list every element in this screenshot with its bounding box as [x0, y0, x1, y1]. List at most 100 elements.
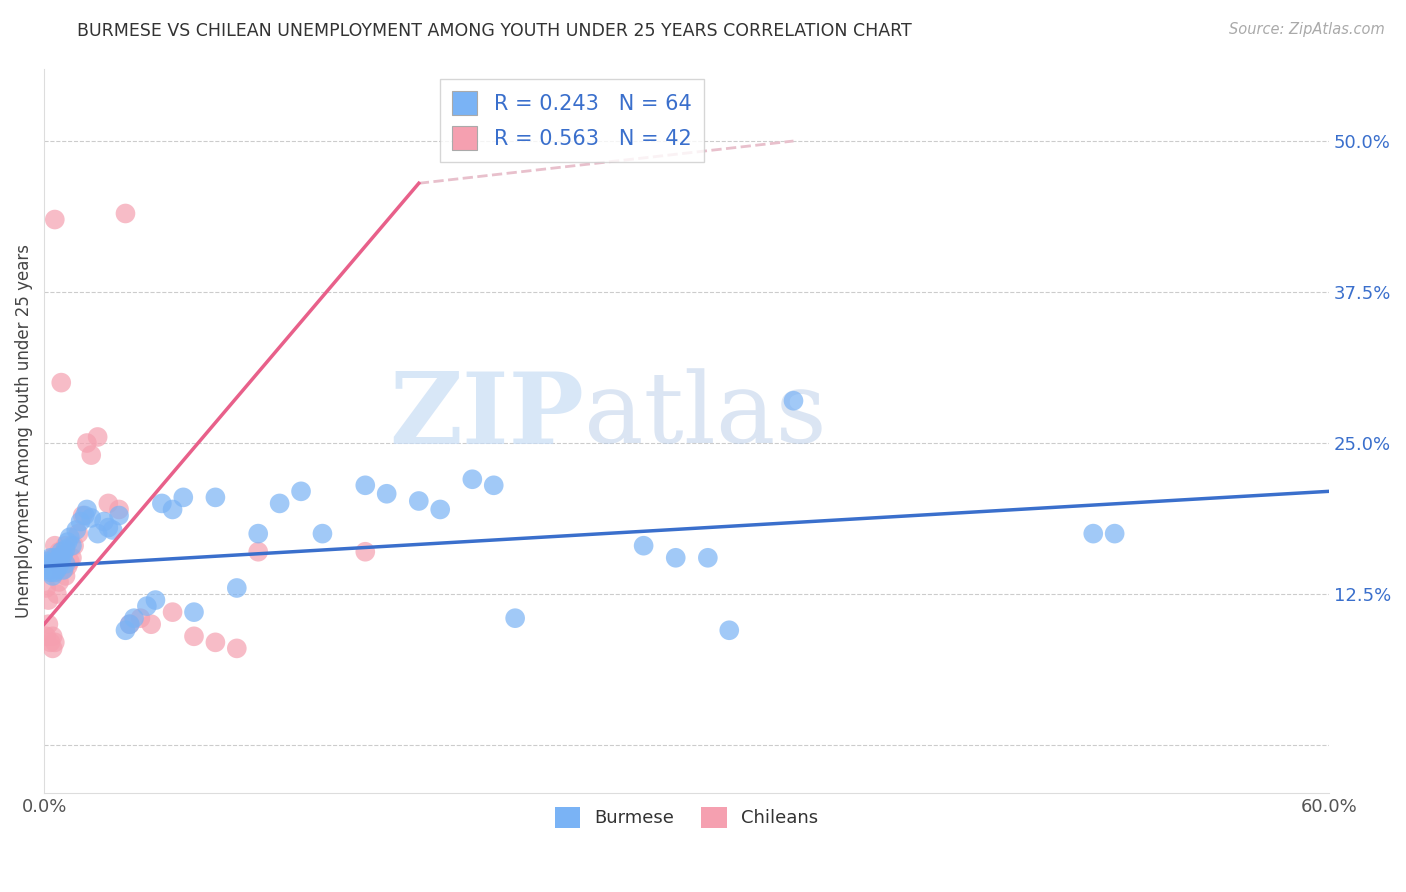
- Point: [118, 617, 141, 632]
- Point: [37, 617, 59, 632]
- Legend: Burmese, Chileans: Burmese, Chileans: [547, 800, 825, 835]
- Text: ZIP: ZIP: [389, 368, 583, 465]
- Point: [482, 478, 505, 492]
- Point: [101, 523, 124, 537]
- Point: [162, 605, 184, 619]
- Point: [97, 496, 120, 510]
- Point: [80, 511, 103, 525]
- Point: [41, 550, 63, 565]
- Point: [429, 502, 451, 516]
- Point: [44, 635, 66, 649]
- Point: [56, 535, 79, 549]
- Point: [225, 641, 247, 656]
- Text: Source: ZipAtlas.com: Source: ZipAtlas.com: [1229, 22, 1385, 37]
- Point: [1083, 526, 1105, 541]
- Point: [44, 566, 66, 580]
- Point: [172, 491, 194, 505]
- Point: [1104, 526, 1126, 541]
- Point: [65, 523, 87, 537]
- Point: [665, 550, 688, 565]
- Point: [63, 539, 86, 553]
- Point: [52, 547, 75, 561]
- Point: [41, 629, 63, 643]
- Point: [44, 550, 66, 565]
- Point: [97, 520, 120, 534]
- Point: [247, 526, 270, 541]
- Point: [204, 635, 226, 649]
- Point: [55, 569, 77, 583]
- Point: [48, 550, 70, 565]
- Point: [44, 212, 66, 227]
- Point: [52, 563, 75, 577]
- Point: [35, 554, 58, 568]
- Point: [46, 563, 69, 577]
- Point: [114, 206, 136, 220]
- Text: atlas: atlas: [583, 368, 827, 465]
- Point: [408, 494, 430, 508]
- Point: [39, 559, 62, 574]
- Point: [55, 557, 77, 571]
- Point: [46, 587, 69, 601]
- Point: [225, 581, 247, 595]
- Point: [183, 629, 205, 643]
- Point: [162, 502, 184, 516]
- Point: [48, 574, 70, 589]
- Point: [86, 430, 108, 444]
- Point: [52, 563, 75, 577]
- Point: [48, 559, 70, 574]
- Point: [41, 569, 63, 583]
- Point: [354, 478, 377, 492]
- Point: [150, 496, 173, 510]
- Point: [41, 563, 63, 577]
- Point: [39, 550, 62, 565]
- Point: [37, 593, 59, 607]
- Point: [718, 624, 741, 638]
- Point: [41, 641, 63, 656]
- Point: [183, 605, 205, 619]
- Point: [37, 557, 59, 571]
- Point: [59, 554, 82, 568]
- Point: [56, 559, 79, 574]
- Point: [67, 526, 90, 541]
- Point: [311, 526, 333, 541]
- Point: [122, 611, 145, 625]
- Point: [93, 515, 115, 529]
- Point: [76, 436, 98, 450]
- Point: [108, 502, 131, 516]
- Point: [461, 472, 484, 486]
- Point: [59, 530, 82, 544]
- Point: [73, 508, 96, 523]
- Point: [135, 599, 157, 613]
- Point: [51, 554, 73, 568]
- Point: [204, 491, 226, 505]
- Point: [51, 545, 73, 559]
- Point: [72, 508, 94, 523]
- Text: BURMESE VS CHILEAN UNEMPLOYMENT AMONG YOUTH UNDER 25 YEARS CORRELATION CHART: BURMESE VS CHILEAN UNEMPLOYMENT AMONG YO…: [77, 22, 912, 40]
- Point: [247, 545, 270, 559]
- Point: [55, 539, 77, 553]
- Point: [375, 487, 398, 501]
- Point: [55, 542, 77, 557]
- Point: [39, 635, 62, 649]
- Point: [41, 557, 63, 571]
- Point: [141, 617, 163, 632]
- Point: [696, 550, 718, 565]
- Point: [354, 545, 377, 559]
- Y-axis label: Unemployment Among Youth under 25 years: Unemployment Among Youth under 25 years: [15, 244, 32, 618]
- Point: [108, 508, 131, 523]
- Point: [633, 539, 655, 553]
- Point: [44, 559, 66, 574]
- Point: [290, 484, 312, 499]
- Point: [80, 448, 103, 462]
- Point: [51, 563, 73, 577]
- Point: [35, 629, 58, 643]
- Point: [35, 581, 58, 595]
- Point: [46, 557, 69, 571]
- Point: [37, 563, 59, 577]
- Point: [39, 563, 62, 577]
- Point: [39, 566, 62, 580]
- Point: [48, 545, 70, 559]
- Point: [118, 617, 141, 632]
- Point: [60, 539, 83, 553]
- Point: [269, 496, 291, 510]
